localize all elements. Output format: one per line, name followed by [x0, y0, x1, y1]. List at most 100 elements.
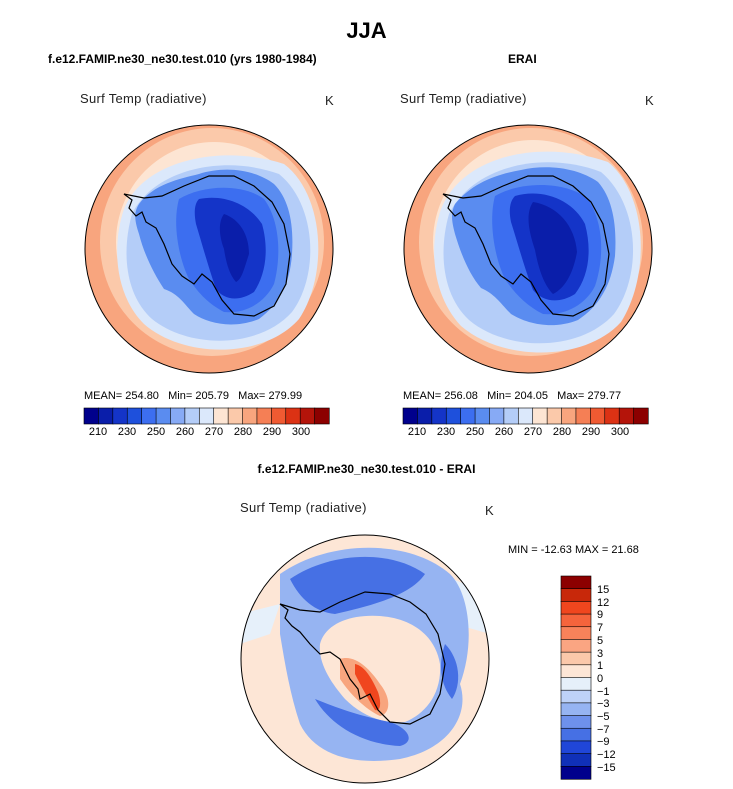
panel-3-colorbar-tick: −7: [597, 724, 610, 736]
panel-1-title: f.e12.FAMIP.ne30_ne30.test.010 (yrs 1980…: [48, 52, 317, 66]
colorbar-swatch: [155, 407, 172, 425]
diff-cold-north: [290, 556, 425, 614]
colorbar-swatch: [314, 407, 330, 425]
antarctic-core: [219, 214, 249, 282]
panel-1-max: 279.99: [268, 390, 303, 402]
panel-1-colorbar-tick: 250: [146, 426, 166, 438]
colorbar-swatch: [83, 407, 100, 425]
colorbar-swatch: [227, 407, 244, 425]
colorbar-swatch: [184, 407, 200, 425]
colorbar-swatch: [560, 613, 592, 628]
colorbar-swatch: [618, 407, 635, 425]
colorbar-swatch: [633, 407, 649, 425]
colorbar-swatch: [256, 407, 272, 425]
colorbar-swatch: [112, 407, 128, 425]
panel-3-colorbar-tick: −3: [597, 698, 610, 710]
panel-3-colorbar-tick: 15: [597, 584, 610, 596]
diff-continent: [319, 615, 441, 723]
panel-2-max: 279.77: [587, 390, 622, 402]
panel-1-colorbar-tick: 280: [233, 426, 253, 438]
colorbar-swatch: [560, 766, 592, 780]
panel-3-colorbar-tick: −12: [597, 749, 616, 761]
panel-2-colorbar-ticks: 210 230 250 260 270 280 290 300: [403, 426, 648, 440]
panel-1-colorbar: [83, 407, 330, 425]
panel-2-min: 204.05: [514, 390, 548, 402]
panel-1-colorbar-tick: 290: [262, 426, 282, 438]
diff-cold-southwest: [315, 699, 409, 746]
panel-3-colorbar-tick: 12: [597, 597, 610, 609]
panel-2-colorbar-tick: 300: [610, 426, 630, 438]
colorbar-swatch: [445, 407, 462, 425]
colorbar-swatch: [299, 407, 316, 425]
colorbar-swatch: [560, 575, 592, 590]
colorbar-swatch: [474, 407, 491, 425]
panel-2-colorbar-tick: 210: [407, 426, 427, 438]
panel-1-stats: MEAN= 254.80 Min= 205.79 Max= 279.99: [84, 390, 303, 402]
antarctic-core: [528, 202, 577, 294]
colorbar-swatch: [604, 407, 620, 425]
panel-2-map: [403, 124, 653, 374]
colorbar-swatch: [170, 407, 186, 425]
panel-1-colorbar-tick: 300: [291, 426, 311, 438]
panel-1-colorbar-tick: 260: [175, 426, 195, 438]
panel-1-colorbar-tick: 230: [117, 426, 137, 438]
colorbar-swatch: [560, 689, 592, 704]
panel-2-stats: MEAN= 256.08 Min= 204.05 Max= 279.77: [403, 390, 622, 402]
panel-2-mean: 256.08: [444, 390, 478, 402]
panel-3-title: f.e12.FAMIP.ne30_ne30.test.010 - ERAI: [257, 462, 476, 476]
panel-1-variable: Surf Temp (radiative): [80, 91, 207, 106]
panel-3-colorbar-tick: 9: [597, 609, 604, 621]
colorbar-swatch: [242, 407, 258, 425]
panel-2-variable: Surf Temp (radiative): [400, 91, 527, 106]
colorbar-swatch: [213, 407, 229, 425]
panel-3-colorbar-tick: −9: [597, 736, 610, 748]
colorbar-swatch: [560, 664, 592, 679]
panel-3-units: K: [485, 503, 494, 518]
colorbar-swatch: [402, 407, 419, 425]
panel-3-colorbar-tick: −5: [597, 711, 610, 723]
colorbar-swatch: [141, 407, 157, 425]
colorbar-swatch: [285, 407, 301, 425]
colorbar-swatch: [560, 601, 592, 615]
panel-1-colorbar-tick: 270: [204, 426, 224, 438]
panel-3-colorbar-tick: −15: [597, 762, 616, 774]
colorbar-swatch: [417, 407, 433, 425]
panel-1-mean: 254.80: [125, 390, 159, 402]
colorbar-swatch: [560, 651, 592, 666]
colorbar-swatch: [560, 677, 592, 691]
diff-neutral-patch: [241, 604, 280, 644]
colorbar-swatch: [561, 407, 577, 425]
panel-2-colorbar-tick: 260: [494, 426, 514, 438]
colorbar-swatch: [560, 727, 592, 742]
panel-1-min: 205.79: [195, 390, 229, 402]
panel-3-colorbar-tick: −1: [597, 686, 610, 698]
panel-2-colorbar-tick: 250: [465, 426, 485, 438]
colorbar-swatch: [517, 407, 534, 425]
panel-3-colorbar-tick: 0: [597, 673, 604, 685]
colorbar-swatch: [271, 407, 287, 425]
colorbar-swatch: [560, 639, 592, 653]
colorbar-swatch: [532, 407, 548, 425]
colorbar-swatch: [575, 407, 591, 425]
colorbar-swatch: [503, 407, 519, 425]
colorbar-swatch: [546, 407, 563, 425]
panel-3-colorbar-tick: 7: [597, 622, 604, 634]
panel-1-map: [84, 124, 334, 374]
panel-2-colorbar-tick: 230: [436, 426, 456, 438]
colorbar-swatch: [460, 407, 476, 425]
panel-3-colorbar-tick: 5: [597, 635, 604, 647]
panel-2-colorbar-tick: 280: [552, 426, 572, 438]
panel-2-colorbar: [402, 407, 649, 425]
panel-3-minmax: MIN = -12.63 MAX = 21.68: [508, 544, 639, 556]
colorbar-swatch: [198, 407, 215, 425]
panel-1-colorbar-tick: 210: [88, 426, 108, 438]
panel-2-title: ERAI: [508, 52, 537, 66]
colorbar-swatch: [560, 740, 592, 755]
colorbar-swatch: [489, 407, 505, 425]
diff-cold-east: [440, 644, 459, 699]
diff-warm-core: [355, 664, 381, 711]
colorbar-swatch: [431, 407, 447, 425]
panel-2-units: K: [645, 93, 654, 108]
colorbar-swatch: [126, 407, 143, 425]
panel-1-colorbar-ticks: 210 230 250 260 270 280 290 300: [84, 426, 329, 440]
